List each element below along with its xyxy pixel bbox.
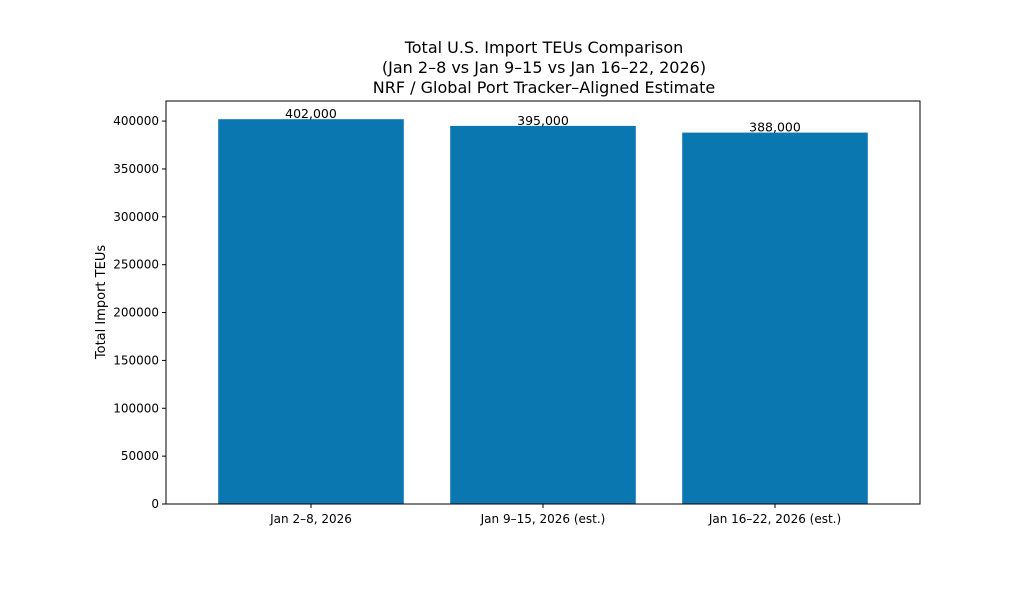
data-labels: 402,000 395,000 388,000 — [285, 106, 801, 134]
chart-title-line-2: (Jan 2–8 vs Jan 9–15 vs Jan 16–22, 2026) — [382, 58, 706, 77]
bar-3 — [682, 132, 868, 504]
x-axis: Jan 2–8, 2026 Jan 9–15, 2026 (est.) Jan 16… — [269, 504, 841, 526]
y-tick-label-7: 350000 — [113, 162, 159, 176]
x-tick-label-3: Jan 16–22, 2026 (est.) — [708, 512, 841, 526]
bar-1 — [218, 119, 404, 504]
x-tick-label-1: Jan 2–8, 2026 — [269, 512, 352, 526]
bar-2 — [450, 125, 636, 504]
y-tick-label-5: 250000 — [113, 258, 159, 272]
y-axis-label: Total Import TEUs — [94, 245, 109, 360]
y-tick-label-2: 100000 — [113, 401, 159, 415]
plot-area-frame — [165, 100, 921, 505]
y-tick-label-1: 50000 — [121, 449, 159, 463]
data-label-3: 388,000 — [749, 120, 801, 135]
y-axis: 0 50000 100000 150000 200000 250000 300000 3500… — [113, 114, 166, 511]
bars — [218, 119, 868, 504]
data-label-1: 402,000 — [285, 106, 337, 121]
data-label-2: 395,000 — [517, 113, 569, 128]
x-tick-label-2: Jan 9–15, 2026 (est.) — [480, 512, 606, 526]
y-tick-label-4: 200000 — [113, 306, 159, 320]
chart-title-line-3: NRF / Global Port Tracker–Aligned Estima… — [373, 78, 715, 97]
y-tick-label-6: 300000 — [113, 210, 159, 224]
chart-title-line-1: Total U.S. Import TEUs Comparison — [404, 38, 684, 57]
y-tick-label-3: 150000 — [113, 353, 159, 367]
y-tick-label-0: 0 — [151, 497, 159, 511]
y-tick-label-8: 400000 — [113, 114, 159, 128]
chart-title: Total U.S. Import TEUs Comparison (Jan 2… — [373, 38, 715, 97]
